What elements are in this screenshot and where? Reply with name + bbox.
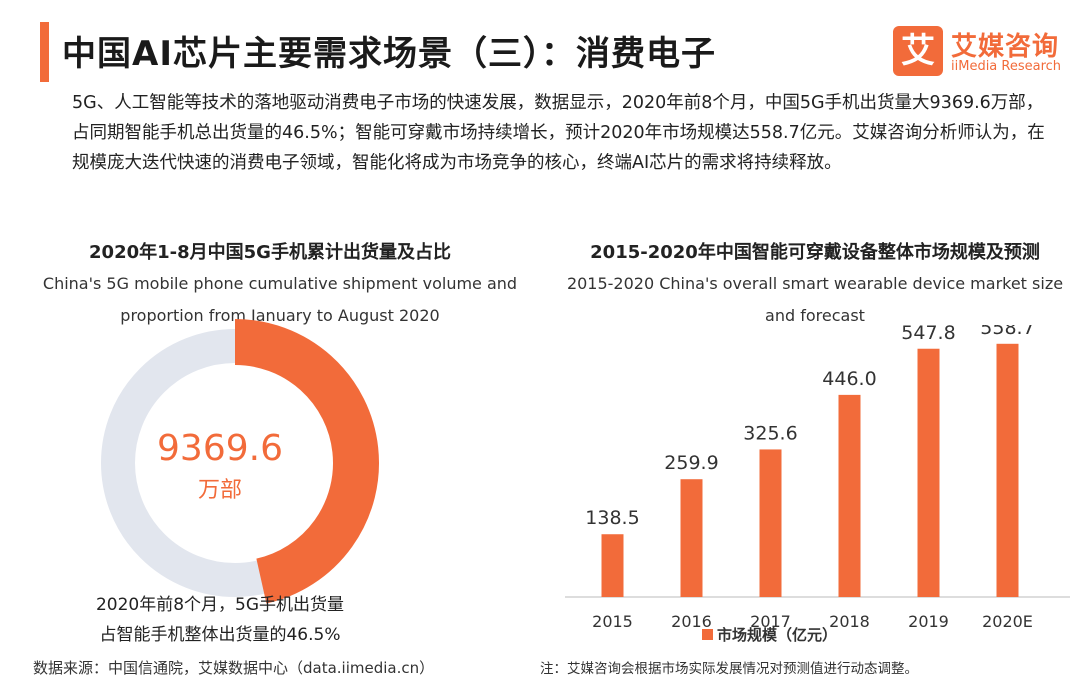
bar-chart: 138.5 2015 259.9 2016 325.6 2017 446.0 2018 547.… [565, 325, 1070, 644]
bar-value-label: 138.5 [585, 507, 639, 529]
bar-value-label: 446.0 [822, 368, 876, 390]
bar-2015 [601, 534, 624, 597]
bar-2018 [838, 394, 861, 597]
intro-paragraph: 5G、人工智能等技术的落地驱动消费电子市场的快速发展，数据显示，2020年前8个… [72, 93, 1045, 173]
bar-value-label: 558.7 [980, 325, 1034, 339]
bar-2017 [759, 449, 782, 597]
donut-chart-title: 2020年1-8月中国5G手机累计出货量及占比 [89, 242, 451, 263]
logo-mark-icon: 艾 [893, 26, 943, 76]
x-tick-label: 2018 [829, 612, 870, 631]
donut-caption-line1: 2020年前8个月，5G手机出货量 [95, 595, 345, 615]
donut-chart [101, 319, 379, 604]
donut-center-value: 9369.6 [157, 428, 283, 469]
legend-swatch [702, 629, 713, 640]
donut-caption: 2020年前8个月，5G手机出货量 占智能手机整体出货量的46.5% [40, 590, 400, 650]
donut-caption-line2: 占智能手机整体出货量的46.5% [99, 625, 341, 645]
logo-text-en: iiMedia Research [951, 59, 1062, 74]
x-tick-label: 2019 [908, 612, 949, 631]
page-title: 中国AI芯片主要需求场景（三）：消费电子 [62, 34, 716, 74]
donut-center-unit: 万部 [197, 478, 242, 503]
bar-2020E [996, 343, 1019, 597]
bar-value-label: 547.8 [901, 325, 955, 344]
bar-chart-subtitle: 2015-2020 China's overall smart wearable… [566, 274, 1064, 325]
bar-value-label: 325.6 [743, 422, 797, 444]
bar-chart-title: 2015-2020年中国智能可穿戴设备整体市场规模及预测 [590, 242, 1040, 263]
bar-2016 [680, 479, 703, 597]
donut-slice-5g [234, 319, 379, 604]
donut-chart-subtitle: China's 5G mobile phone cumulative shipm… [42, 274, 518, 325]
x-tick-label: 2020E [982, 612, 1033, 631]
logo-text-cn: 艾媒咨询 [951, 32, 1060, 62]
bar-value-label: 259.9 [664, 452, 718, 474]
x-tick-label: 2015 [592, 612, 633, 631]
x-tick-label: 2016 [671, 612, 712, 631]
forecast-note: 注：艾媒咨询会根据市场实际发展情况对预测值进行动态调整。 [540, 661, 918, 677]
brand-logo: 艾 艾媒咨询 iiMedia Research [893, 26, 1068, 82]
x-tick-label: 2017 [750, 612, 791, 631]
title-accent-bar [40, 22, 49, 82]
bar-2019 [917, 348, 940, 597]
legend-label: 市场规模（亿元） [717, 626, 837, 644]
data-source: 数据来源：中国信通院，艾媒数据中心（data.iimedia.cn） [33, 659, 435, 677]
